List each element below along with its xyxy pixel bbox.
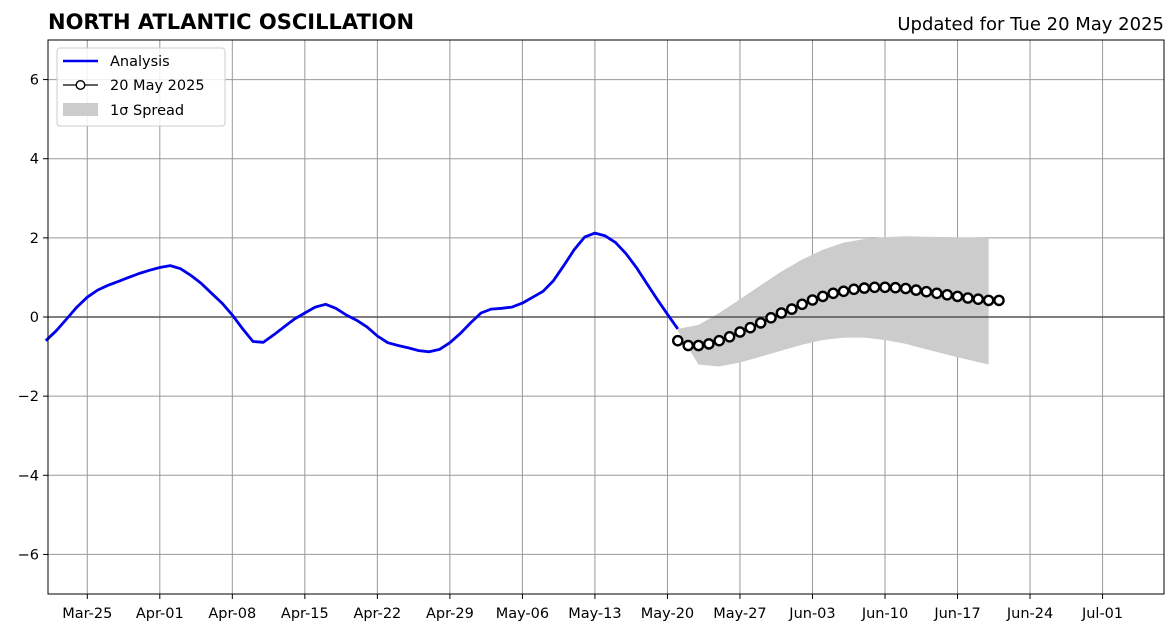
forecast-point xyxy=(723,330,736,343)
y-tick-label: −4 xyxy=(18,468,39,484)
forecast-point xyxy=(744,321,757,334)
spread-band-layer xyxy=(677,236,989,367)
x-tick-label: Jun-17 xyxy=(933,606,980,622)
x-tick-label: Apr-15 xyxy=(281,606,329,622)
forecast-point xyxy=(889,281,902,294)
y-tick-label: −6 xyxy=(18,547,39,563)
forecast-point xyxy=(817,290,829,303)
x-tick-label: May-06 xyxy=(496,606,549,622)
forecast-point xyxy=(858,282,871,294)
forecast-point xyxy=(931,287,943,300)
y-tick-label: −2 xyxy=(18,389,39,405)
y-tick-label: 2 xyxy=(30,231,39,247)
x-tick-label: Apr-01 xyxy=(136,606,184,622)
x-axis: Mar-25 Apr-01 Apr-08 Apr-15 Apr-22 Apr-29 May-… xyxy=(62,594,1123,622)
forecast-point xyxy=(796,298,808,311)
analysis-line xyxy=(44,231,679,354)
x-tick-label: Jun-03 xyxy=(788,606,835,622)
y-tick-label: 0 xyxy=(30,310,39,326)
forecast-point xyxy=(920,285,933,298)
legend-label-spread: 1σ Spread xyxy=(110,103,184,119)
forecast-point xyxy=(692,339,705,352)
forecast-point xyxy=(951,290,964,303)
forecast-point xyxy=(703,338,715,350)
x-tick-label: Apr-22 xyxy=(353,606,401,622)
x-tick-label: Apr-29 xyxy=(426,606,474,622)
x-tick-label: Jun-10 xyxy=(861,606,908,622)
x-tick-label: May-20 xyxy=(641,606,694,622)
forecast-point xyxy=(682,339,695,352)
forecast-point xyxy=(899,282,912,295)
forecast-point xyxy=(982,294,995,307)
legend-swatch-forecast-marker xyxy=(75,79,86,90)
x-tick-label: Apr-08 xyxy=(208,606,256,622)
legend-label-analysis: Analysis xyxy=(110,54,170,70)
legend-box xyxy=(56,47,226,127)
forecast-point xyxy=(754,317,767,329)
forecast-point xyxy=(941,288,954,301)
forecast-point xyxy=(713,334,726,347)
forecast-point xyxy=(868,281,881,294)
chart-title: NORTH ATLANTIC OSCILLATION xyxy=(48,10,414,34)
legend-label-forecast: 20 May 2025 xyxy=(110,78,205,94)
plot-area xyxy=(44,39,1165,595)
forecast-point xyxy=(734,326,746,338)
forecast-point xyxy=(837,285,850,298)
forecast-point xyxy=(972,293,985,306)
chart-subtitle: Updated for Tue 20 May 2025 xyxy=(897,14,1164,35)
y-tick-label: 6 xyxy=(30,73,39,89)
forecast-point xyxy=(827,287,840,300)
forecast-point xyxy=(765,311,777,324)
forecast-series-layer xyxy=(672,281,1005,352)
forecast-point xyxy=(993,294,1005,307)
y-axis: 6 4 2 0 −2 −4 −6 xyxy=(18,73,48,563)
analysis-series-layer xyxy=(44,231,679,354)
forecast-point xyxy=(775,307,788,319)
forecast-point xyxy=(910,284,922,296)
x-tick-label: May-27 xyxy=(713,606,766,622)
forecast-point xyxy=(879,281,891,294)
forecast-point xyxy=(962,292,974,304)
x-tick-label: Jun-24 xyxy=(1006,606,1053,622)
forecast-point xyxy=(848,283,860,296)
y-tick-label: 4 xyxy=(30,152,39,168)
forecast-point xyxy=(806,294,819,306)
legend-swatch-spread xyxy=(63,103,98,116)
spread-band xyxy=(677,236,989,367)
x-tick-label: Mar-25 xyxy=(62,606,112,622)
forecast-point xyxy=(672,334,684,347)
x-tick-label: Jul-01 xyxy=(1081,606,1123,622)
x-tick-label: May-13 xyxy=(568,606,621,622)
forecast-point xyxy=(786,303,798,315)
legend: Analysis 20 May 2025 1σ Spread xyxy=(56,47,226,127)
